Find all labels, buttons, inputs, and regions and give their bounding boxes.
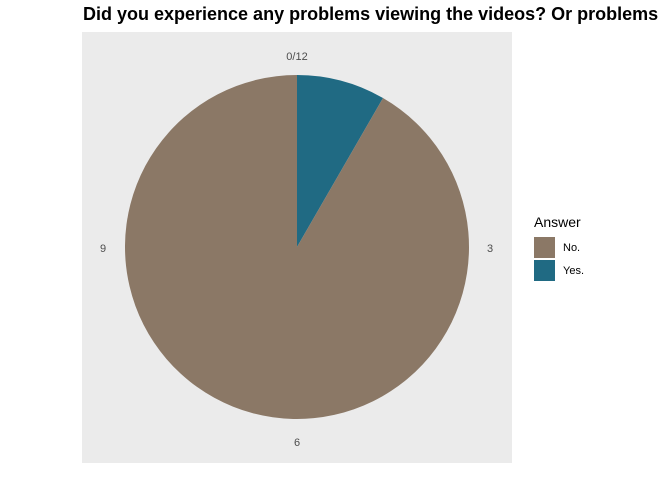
legend-item-no: No. bbox=[534, 236, 584, 259]
legend-label-no: No. bbox=[563, 241, 581, 254]
pie-slice-yes bbox=[297, 75, 383, 247]
tick-label-3: 3 bbox=[487, 243, 493, 255]
tick-label-9: 9 bbox=[100, 243, 106, 255]
tick-label-6: 6 bbox=[294, 437, 300, 449]
chart-title: Did you experience any problems viewing … bbox=[83, 4, 659, 24]
pie-slice-no bbox=[124, 75, 470, 420]
legend-key-no bbox=[534, 237, 555, 258]
legend: Answer No. Yes. bbox=[534, 214, 584, 282]
legend-item-yes: Yes. bbox=[534, 259, 584, 282]
tick-label-0: 0/12 bbox=[286, 51, 307, 63]
pie-slices bbox=[124, 75, 470, 420]
legend-title: Answer bbox=[534, 214, 581, 230]
legend-key-yes bbox=[534, 260, 555, 281]
legend-label-yes: Yes. bbox=[563, 264, 585, 277]
